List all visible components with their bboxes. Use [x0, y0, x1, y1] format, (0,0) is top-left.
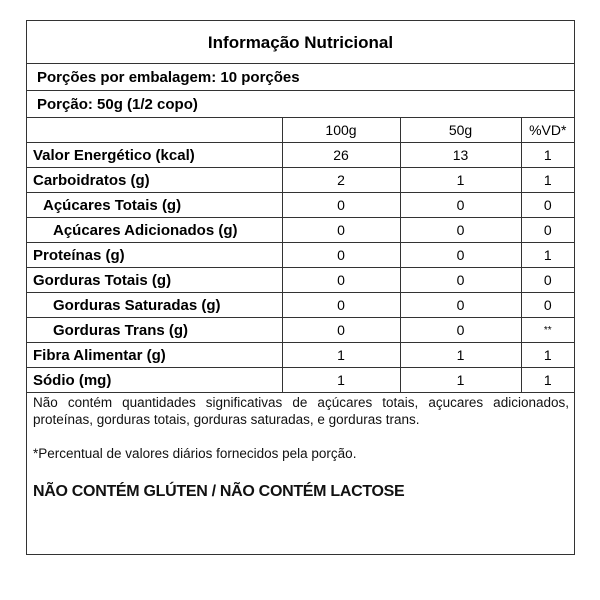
- nutrient-name: Açúcares Totais (g): [27, 192, 283, 218]
- value-100g: 0: [281, 267, 401, 293]
- header-cell: %VD*: [520, 118, 574, 143]
- value-vd: 0: [520, 192, 574, 218]
- nutrition-table: 100g 50g %VD* Valor Energético (kcal) 26 1…: [27, 118, 574, 393]
- value-vd: 1: [520, 242, 574, 268]
- nutrient-name: Proteínas (g): [27, 242, 283, 268]
- vd-note: *Percentual de valores diários fornecido…: [33, 446, 357, 461]
- value-100g: 0: [281, 292, 401, 318]
- value-50g: 0: [399, 242, 522, 268]
- value-50g: 1: [399, 342, 522, 368]
- value-50g: 13: [399, 142, 522, 168]
- value-vd: 1: [520, 167, 574, 193]
- table-row: Açúcares Totais (g) 0 0 0: [27, 192, 574, 218]
- nutrient-name: Gorduras Trans (g): [27, 317, 283, 343]
- nutrient-name: Gorduras Totais (g): [27, 267, 283, 293]
- table-row: Gorduras Totais (g) 0 0 0: [27, 267, 574, 293]
- serving-size: Porção: 50g (1/2 copo): [27, 91, 574, 118]
- value-vd: 0: [520, 267, 574, 293]
- table-row: Valor Energético (kcal) 26 13 1: [27, 142, 574, 168]
- value-50g: 1: [399, 367, 522, 393]
- value-100g: 0: [281, 217, 401, 243]
- nutrient-name: Fibra Alimentar (g): [27, 342, 283, 368]
- value-100g: 2: [281, 167, 401, 193]
- value-vd: 1: [520, 342, 574, 368]
- nutrient-name: Gorduras Saturadas (g): [27, 292, 283, 318]
- value-50g: 0: [399, 217, 522, 243]
- value-vd: 0: [520, 292, 574, 318]
- value-50g: 0: [399, 317, 522, 343]
- value-100g: 1: [281, 342, 401, 368]
- table-row: Carboidratos (g) 2 1 1: [27, 167, 574, 193]
- value-50g: 0: [399, 267, 522, 293]
- value-50g: 1: [399, 167, 522, 193]
- table-header-row: 100g 50g %VD*: [27, 118, 574, 143]
- table-row: Fibra Alimentar (g) 1 1 1: [27, 342, 574, 368]
- value-100g: 1: [281, 367, 401, 393]
- value-100g: 0: [281, 242, 401, 268]
- header-cell: 100g: [281, 118, 401, 143]
- servings-per-package: Porções por embalagem: 10 porções: [27, 64, 574, 91]
- value-100g: 0: [281, 317, 401, 343]
- table-row: Gorduras Saturadas (g) 0 0 0: [27, 292, 574, 318]
- nutrient-name: Açúcares Adicionados (g): [27, 217, 283, 243]
- value-100g: 26: [281, 142, 401, 168]
- value-50g: 0: [399, 192, 522, 218]
- footnote: Não contém quantidades significativas de…: [33, 395, 569, 427]
- table-row: Gorduras Trans (g) 0 0 **: [27, 317, 574, 343]
- value-100g: 0: [281, 192, 401, 218]
- value-vd: **: [520, 317, 574, 343]
- table-row: Proteínas (g) 0 0 1: [27, 242, 574, 268]
- value-vd: 0: [520, 217, 574, 243]
- panel-title: Informação Nutricional: [27, 21, 574, 64]
- footer: Não contém quantidades significativas de…: [27, 393, 574, 500]
- value-vd: 1: [520, 142, 574, 168]
- allergen-claim: NÃO CONTÉM GLÚTEN / NÃO CONTÉM LACTOSE: [33, 483, 405, 500]
- value-vd: 1: [520, 367, 574, 393]
- table-row: Açúcares Adicionados (g) 0 0 0: [27, 217, 574, 243]
- nutrient-name: Valor Energético (kcal): [27, 142, 283, 168]
- value-50g: 0: [399, 292, 522, 318]
- header-cell: 50g: [399, 118, 522, 143]
- nutrient-name: Carboidratos (g): [27, 167, 283, 193]
- table-row: Sódio (mg) 1 1 1: [27, 367, 574, 393]
- nutrition-facts-panel: Informação Nutricional Porções por embal…: [26, 20, 575, 555]
- header-cell: [27, 118, 283, 143]
- nutrient-name: Sódio (mg): [27, 367, 283, 393]
